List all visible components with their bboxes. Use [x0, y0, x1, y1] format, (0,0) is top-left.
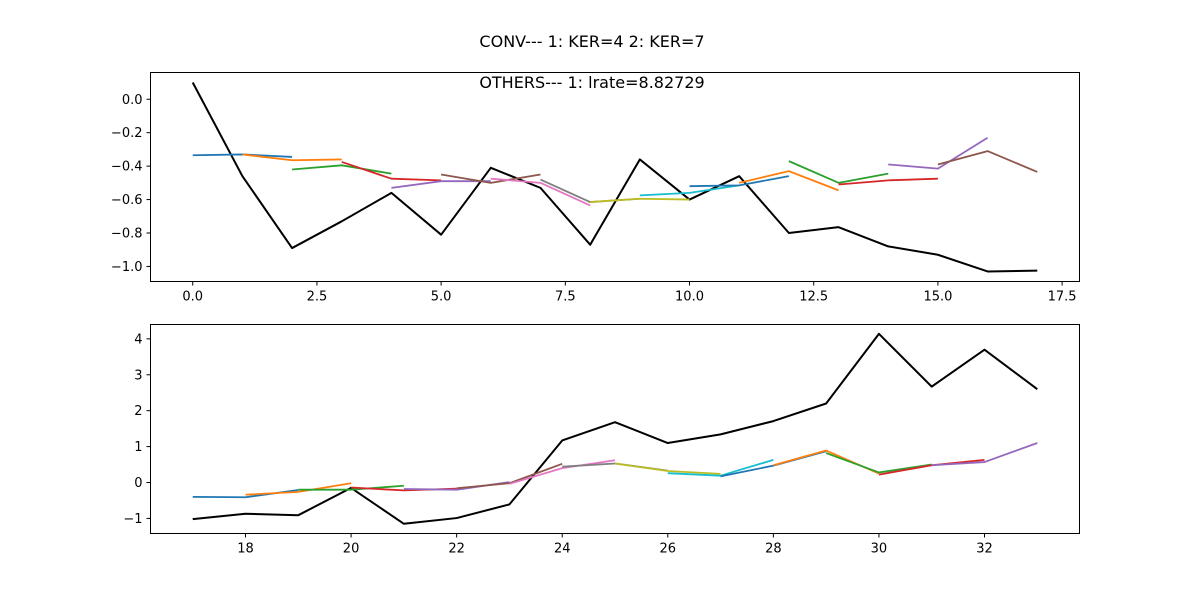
- top-series-line-8: [540, 178, 640, 203]
- top-series-line-6: [440, 173, 541, 184]
- top-series-line-10: [639, 184, 740, 197]
- top-series-line-2: [242, 153, 342, 162]
- top-ticks-group: 0.0 2.5 5.0 7.5 10.0 12.5 15.0 17.5 0.0 −0.2 −0.4 −…: [111, 93, 1077, 305]
- top-series-group: [191, 82, 1038, 273]
- bottom-series-line-6: [456, 462, 563, 490]
- top-x-tick-label: 15.0: [923, 290, 952, 305]
- bottom-y-tick-label: 4: [134, 332, 142, 347]
- top-series-line-16: [937, 150, 1038, 173]
- bottom-x-tick-label: 24: [554, 542, 571, 557]
- top-subplot-title: OTHERS--- 1: lrate=8.82729: [479, 73, 704, 92]
- top-series-line-0: [191, 82, 1038, 273]
- top-subplot: 0.0 2.5 5.0 7.5 10.0 12.5 15.0 17.5 0.0 −0.2 −0.4 −…: [111, 72, 1080, 305]
- bottom-y-tick-label: −1: [123, 512, 142, 527]
- bottom-x-tick-label: 32: [976, 542, 993, 557]
- top-series-line-12: [738, 170, 839, 192]
- top-y-tick-label: −0.4: [111, 160, 143, 175]
- top-x-tick-label: 7.5: [555, 290, 576, 305]
- bottom-y-tick-label: 0: [134, 476, 142, 491]
- bottom-series-line-3: [298, 484, 404, 491]
- bottom-series-line-0: [192, 332, 1038, 525]
- top-y-tick-label: −0.6: [111, 193, 143, 208]
- top-series-line-5: [391, 180, 491, 189]
- top-series-line-4: [341, 161, 442, 182]
- bottom-x-tick-label: 26: [660, 542, 677, 557]
- top-x-tick-label: 0.0: [182, 290, 203, 305]
- top-x-tick-label: 5.0: [431, 290, 452, 305]
- bottom-y-tick-label: 3: [134, 368, 142, 383]
- top-series-line-11: [689, 175, 790, 188]
- bottom-x-tick-label: 22: [448, 542, 465, 557]
- top-y-tick-label: −0.2: [111, 126, 143, 141]
- top-series-line-14: [838, 177, 938, 186]
- top-axes-frame: [150, 72, 1080, 282]
- top-y-tick-label: 0.0: [122, 93, 143, 108]
- top-series-line-3: [292, 164, 392, 175]
- top-y-tick-label: −0.8: [111, 227, 143, 242]
- top-series-line-13: [788, 160, 889, 184]
- bottom-series-line-2: [245, 482, 352, 496]
- top-series-line-15: [888, 136, 989, 170]
- bottom-series-line-14: [878, 458, 985, 476]
- bottom-x-tick-label: 30: [871, 542, 888, 557]
- top-x-tick-label: 2.5: [307, 290, 328, 305]
- figure-suptitle: CONV--- 1: KER=4 2: KER=7: [479, 32, 704, 51]
- bottom-y-tick-label: 2: [134, 404, 142, 419]
- top-x-tick-label: 10.0: [675, 290, 704, 305]
- bottom-axes-frame: [150, 324, 1080, 534]
- top-x-tick-label: 12.5: [799, 290, 828, 305]
- bottom-x-tick-label: 28: [765, 542, 782, 557]
- bottom-x-tick-label: 18: [237, 542, 254, 557]
- bottom-series-group: [192, 332, 1038, 525]
- top-x-tick-label: 17.5: [1048, 290, 1077, 305]
- top-series-line-7: [490, 177, 591, 207]
- bottom-series-line-1: [192, 489, 299, 499]
- bottom-series-line-7: [509, 459, 616, 485]
- top-series-line-9: [590, 197, 690, 203]
- bottom-series-line-9: [614, 462, 721, 475]
- top-y-tick-label: −1.0: [111, 260, 143, 275]
- bottom-series-line-13: [825, 452, 932, 474]
- bottom-series-line-15: [931, 442, 1038, 467]
- bottom-x-tick-label: 20: [343, 542, 360, 557]
- bottom-y-tick-label: 1: [134, 440, 142, 455]
